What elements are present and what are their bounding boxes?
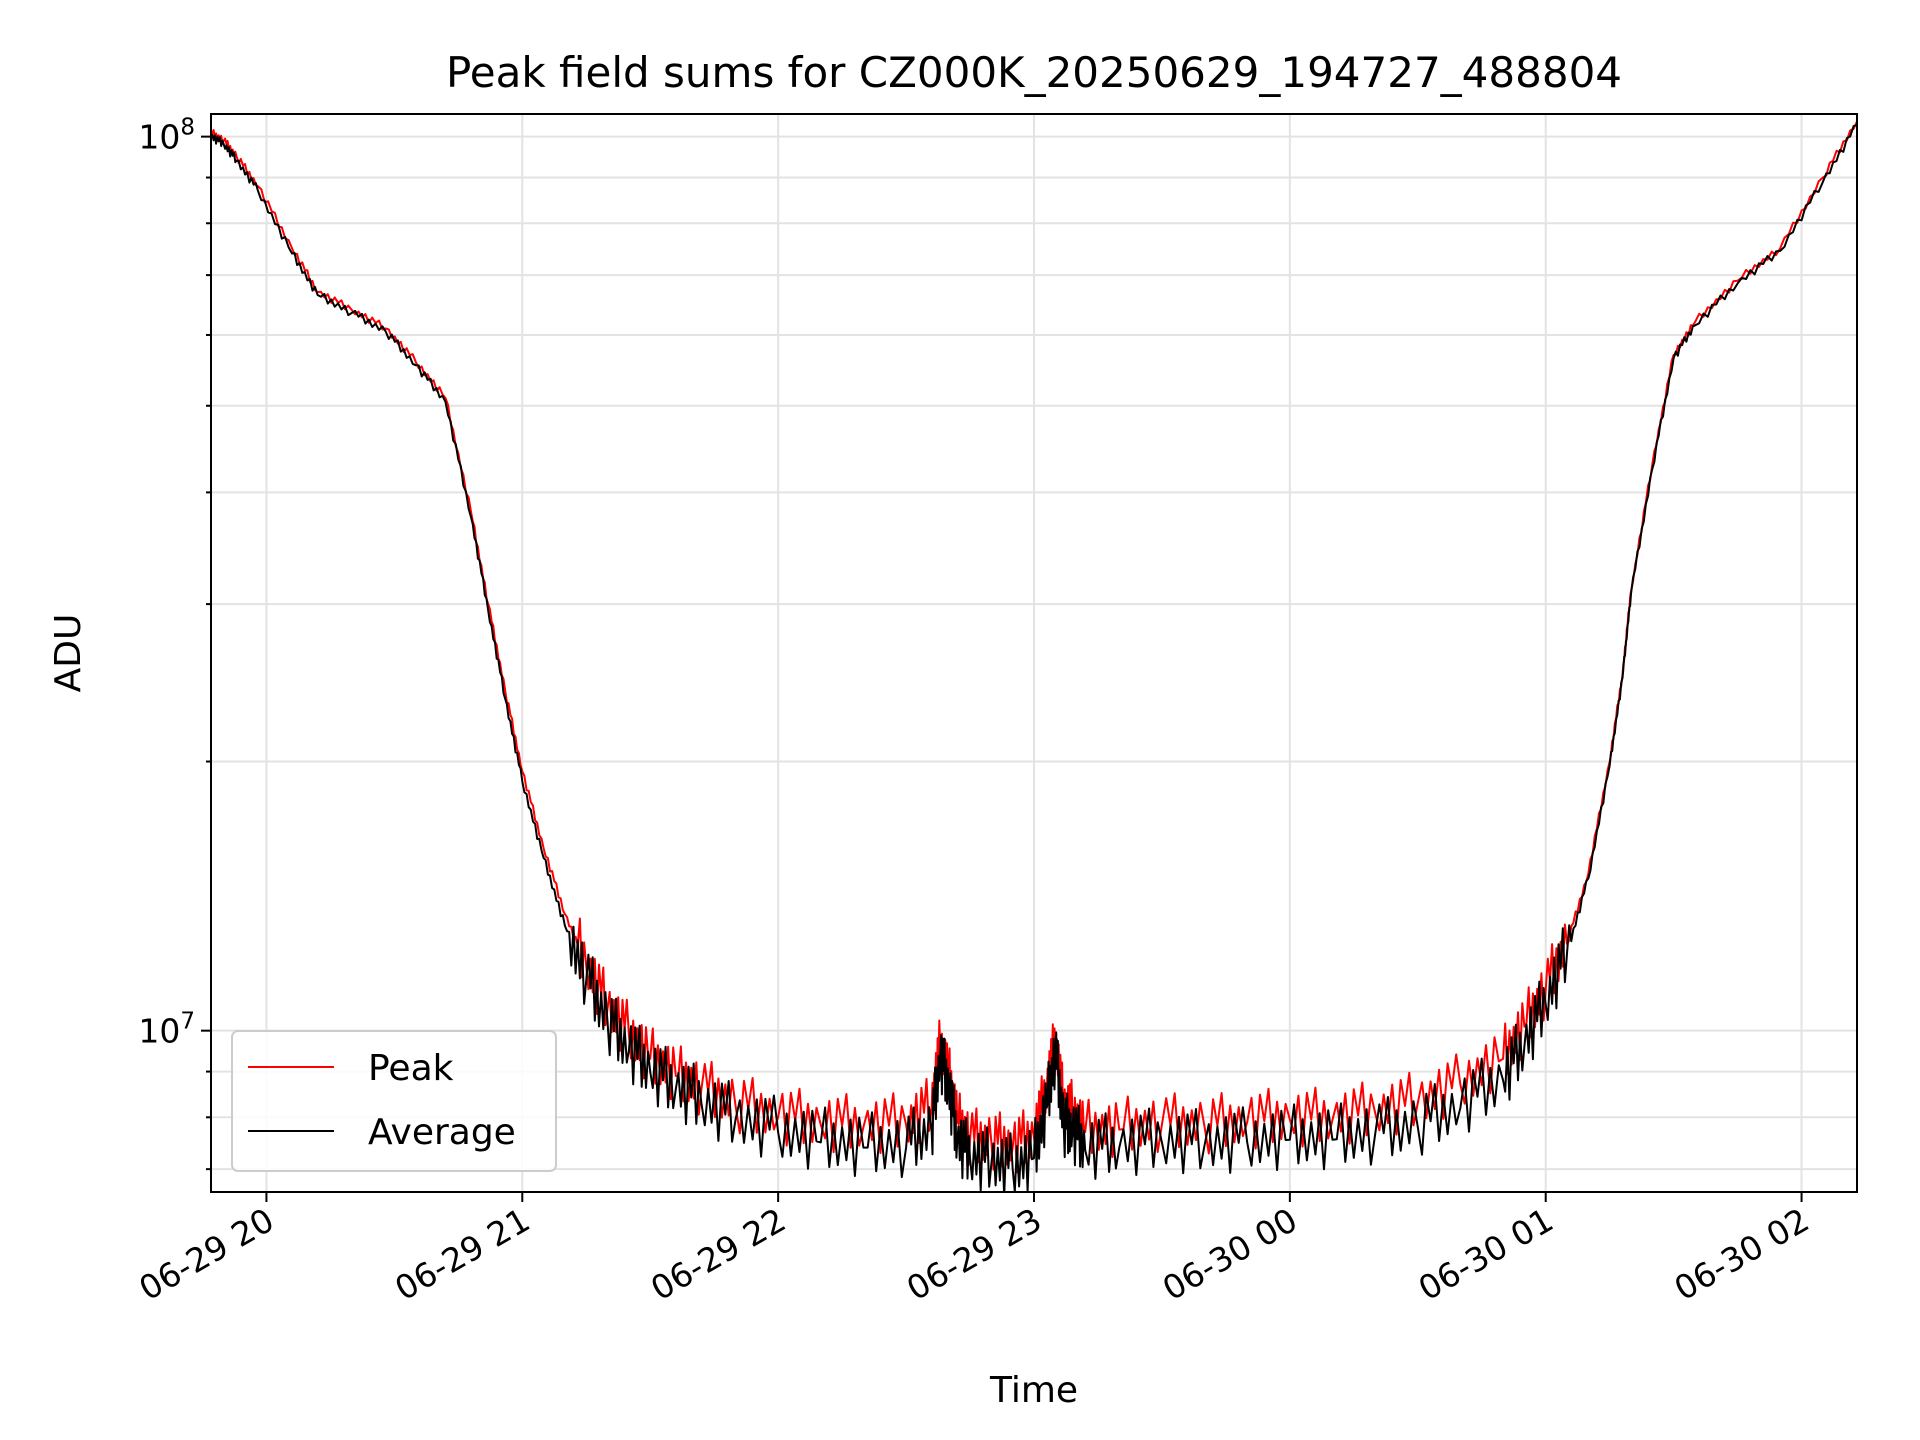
grid <box>211 114 1857 1192</box>
plot-lines <box>211 120 1857 1192</box>
legend-label-peak: Peak <box>368 1048 454 1089</box>
y-axis-label: ADU <box>48 614 89 693</box>
chart-title: Peak field sums for CZ000K_20250629_1947… <box>446 48 1622 97</box>
legend: Peak Average <box>231 1030 557 1172</box>
legend-label-average: Average <box>368 1112 516 1153</box>
series-line-average <box>211 124 1857 1192</box>
y-axis: 107 108 <box>138 115 211 1171</box>
y-tick-label: 107 <box>138 1009 195 1051</box>
x-axis-label: Time <box>989 1370 1078 1411</box>
y-tick-label: 108 <box>138 115 195 157</box>
